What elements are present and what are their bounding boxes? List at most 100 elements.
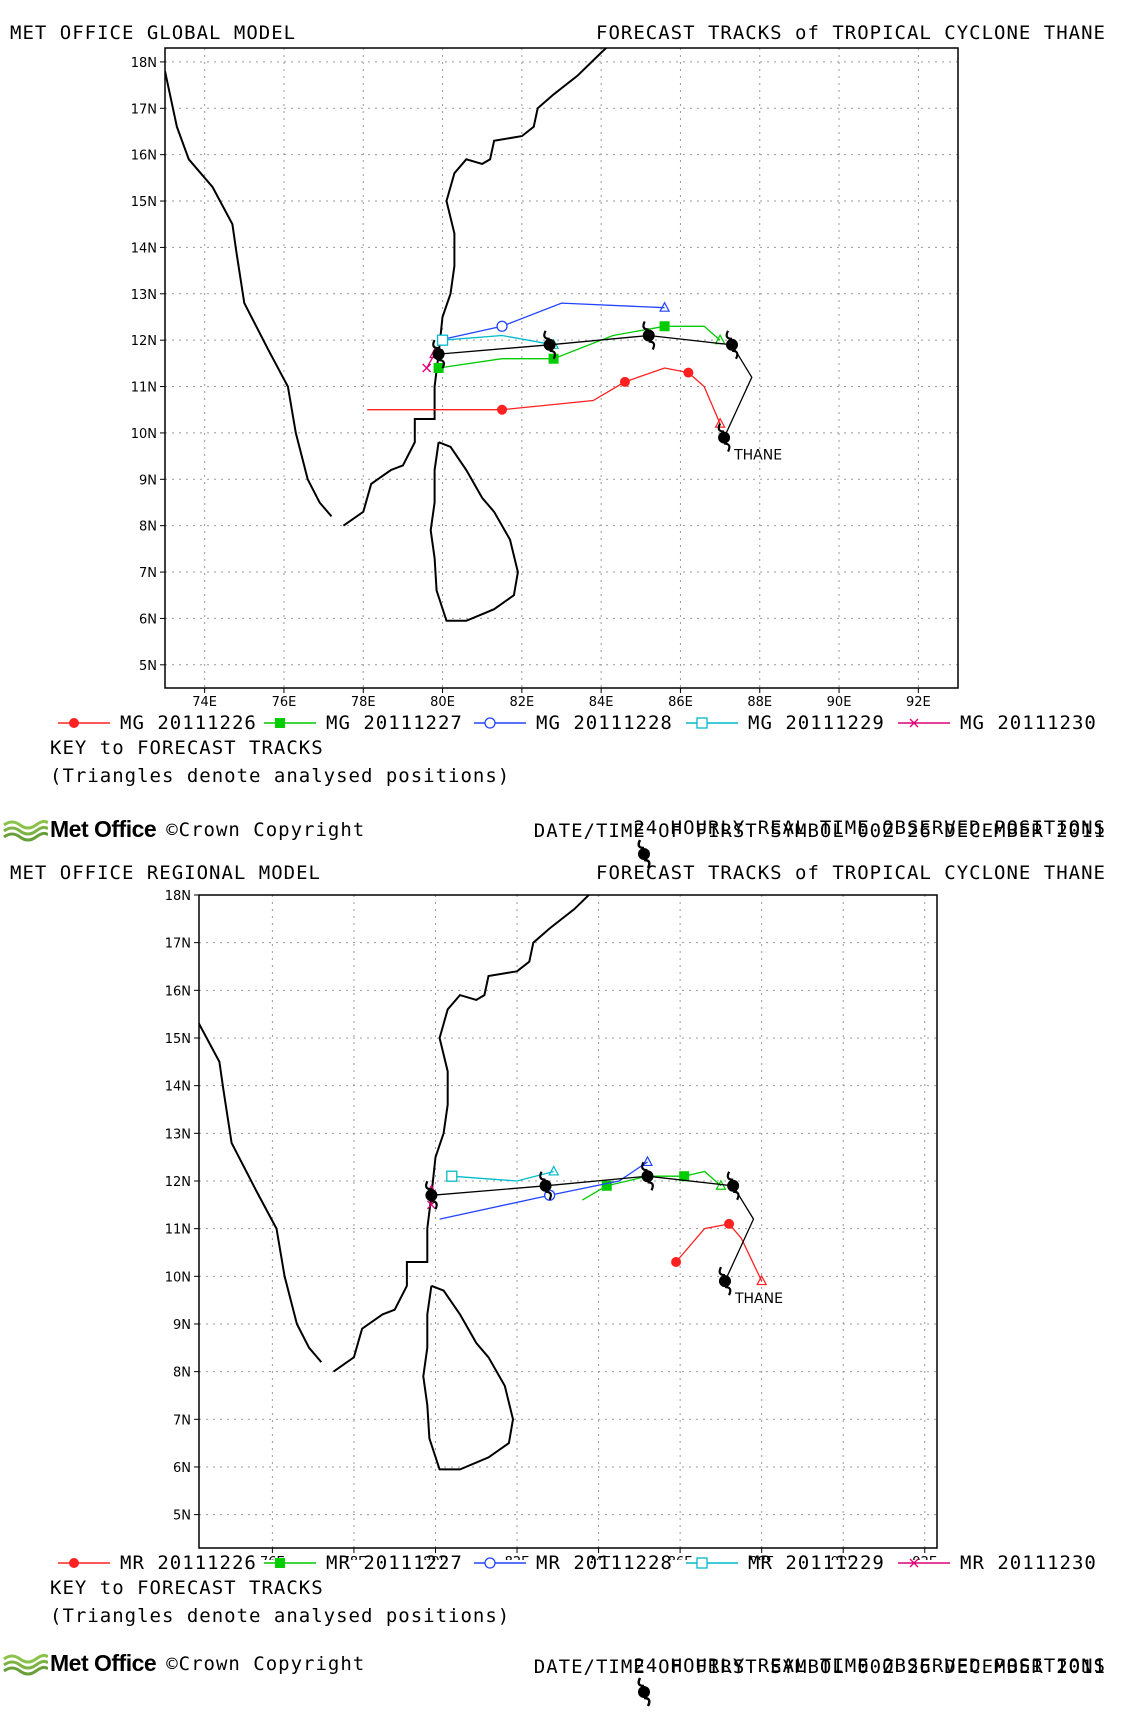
track-marker [446, 1170, 458, 1182]
analysed-position-triangle [756, 1274, 768, 1286]
india-east-coast [333, 895, 591, 1373]
lat-tick-label: 12N [131, 334, 157, 349]
key-item: MR 20111226 [56, 1552, 257, 1574]
key-item: MR 20111230 [896, 1552, 1097, 1574]
track-line [367, 367, 721, 424]
key-item: MG 20111229 [684, 712, 885, 734]
track-marker [679, 1171, 690, 1182]
track-line [438, 302, 665, 341]
sri-lanka-coast [422, 1284, 515, 1471]
cyclone-icon [718, 1266, 732, 1296]
forecast-tracks [367, 301, 726, 428]
track-marker [436, 334, 449, 346]
observed-positions-label: 24 HOURLY REAL TIME OBSERVED POSITIONS [584, 1633, 1106, 1729]
observed-track: THANE [424, 1161, 783, 1307]
key-sample-line [686, 717, 738, 729]
track-marker [422, 363, 432, 373]
observed-track-line [438, 334, 753, 438]
key-sample-line [58, 718, 110, 728]
track-title: FORECAST TRACKS of TROPICAL CYCLONE THAN… [596, 862, 1106, 884]
plot-frame [198, 894, 938, 1549]
track-title: FORECAST TRACKS of TROPICAL CYCLONE THAN… [596, 22, 1106, 44]
cyclone-icon [717, 423, 731, 453]
cyclone-icon [539, 1171, 552, 1201]
cyclone-icon [424, 1180, 438, 1210]
lon-tick-label: 76E [272, 695, 297, 710]
lat-tick-label: 7N [173, 1413, 191, 1428]
observed-track: THANE [432, 321, 782, 464]
observed-track-line [431, 1175, 755, 1282]
first-symbol-label: DATE/TIME OF FIRST SYMBOL 00Z 26 DECEMBE… [533, 1656, 1106, 1678]
track-marker [696, 1557, 708, 1569]
triangles-note: (Triangles denote analysed positions) [50, 1605, 511, 1627]
key-sample-line [686, 1557, 738, 1569]
key-item: MG 20111226 [56, 712, 257, 734]
analysed-position-triangle [642, 1155, 654, 1167]
lat-tick-label: 12N [165, 1175, 191, 1190]
cyclone-icon [642, 321, 656, 351]
forecast-tracks [425, 1155, 768, 1286]
lon-tick-label: 90E [831, 1555, 856, 1560]
met-office-waves-icon [3, 819, 48, 841]
forecast-track [367, 367, 726, 428]
lat-tick-label: 15N [165, 1032, 191, 1047]
track-marker [69, 1558, 79, 1568]
track-marker [696, 717, 708, 729]
key-item: MG 20111227 [262, 712, 463, 734]
forecast-key: MR 20111226 MR 20111227 MR 20111228 MR 2… [0, 1552, 1130, 1576]
cyclone-icon [543, 330, 557, 360]
track-line [442, 334, 554, 346]
lat-tick-label: 10N [131, 427, 157, 442]
track-line [439, 1161, 648, 1220]
cyclone-icon [637, 1677, 651, 1707]
key-item: MR 20111228 [472, 1552, 673, 1574]
key-item: MG 20111230 [896, 712, 1097, 734]
storm-label: THANE [733, 448, 782, 464]
india-east-coast [342, 48, 608, 527]
key-label: MR 20111226 [120, 1552, 257, 1574]
lat-tick-label: 6N [139, 612, 157, 627]
key-sample-line [474, 717, 526, 729]
track-marker [275, 718, 285, 728]
lat-tick-label: 7N [139, 566, 157, 581]
cyclone-icon [726, 1171, 740, 1201]
lat-tick-label: 13N [131, 288, 157, 303]
key-sample-line [264, 1558, 316, 1568]
cyclone-icon [725, 330, 739, 360]
lon-tick-label: 74E [192, 695, 217, 710]
lon-tick-label: 92E [912, 1555, 937, 1560]
met-office-logo: Met Office ©Crown Copyright [2, 1650, 365, 1677]
cyclone-icon [637, 839, 651, 869]
met-office-logo: Met Office ©Crown Copyright [2, 816, 365, 843]
lat-tick-label: 8N [173, 1366, 191, 1381]
lat-tick-label: 14N [131, 241, 157, 256]
lat-tick-label: 18N [131, 56, 157, 71]
lon-tick-label: 80E [423, 1555, 448, 1560]
lat-tick-label: 11N [165, 1223, 191, 1238]
key-item: MR 20111229 [684, 1552, 885, 1574]
lat-tick-label: 11N [131, 381, 157, 396]
coastline [165, 48, 608, 622]
observed-positions-label: 24 HOURLY REAL TIME OBSERVED POSITIONS [584, 795, 1106, 891]
lat-tick-label: 15N [131, 195, 157, 210]
grid [165, 48, 958, 688]
triangles-note: (Triangles denote analysed positions) [50, 765, 511, 787]
met-office-waves-icon [3, 1653, 48, 1675]
track-marker [497, 404, 508, 415]
storm-label: THANE [734, 1291, 783, 1307]
key-sample-line [264, 718, 316, 728]
india-west-coast [199, 1022, 323, 1363]
track-marker [619, 376, 630, 387]
lat-tick-label: 10N [165, 1270, 191, 1285]
key-sample-line [58, 1558, 110, 1568]
key-title: KEY to FORECAST TRACKS [50, 737, 324, 759]
track-marker [724, 1218, 735, 1229]
key-label: MG 20111226 [120, 712, 257, 734]
track-marker [484, 1557, 496, 1569]
lat-tick-label: 6N [173, 1461, 191, 1476]
model-title: MET OFFICE REGIONAL MODEL [10, 862, 321, 884]
lat-tick-label: 13N [165, 1127, 191, 1142]
lat-tick-label: 16N [131, 149, 157, 164]
key-label: MR 20111229 [748, 1552, 885, 1574]
sri-lanka-coast [429, 441, 519, 622]
